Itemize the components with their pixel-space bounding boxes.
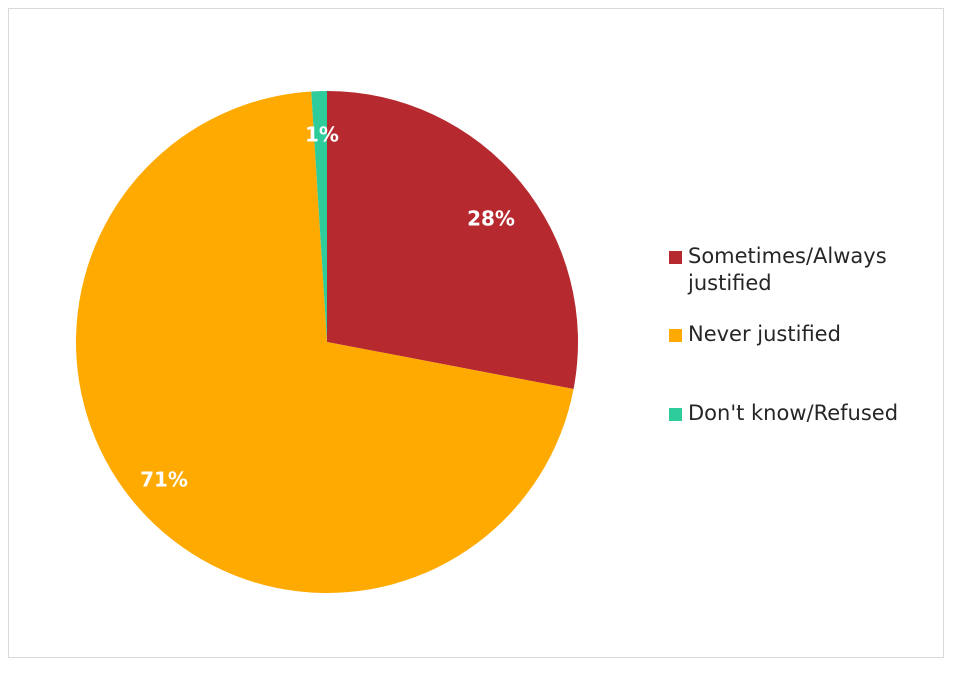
legend-item-dont-know: Don't know/Refused [669, 400, 948, 427]
slice-sometimes-always [327, 91, 578, 390]
chart-frame: 28% 71% 1% Sometimes/Always justified Neve… [8, 8, 944, 658]
slice-dont-know [311, 91, 327, 342]
slice-never-label: 71% [140, 468, 188, 492]
pie-chart: 28% 71% 1% [76, 91, 578, 593]
legend-label: Never justified [688, 322, 841, 346]
legend-item-sometimes-always: Sometimes/Always justified [669, 243, 948, 298]
legend-swatch [669, 329, 682, 342]
legend-label: Sometimes/Always justified [688, 244, 887, 296]
legend-label: Don't know/Refused [688, 401, 899, 425]
slice-sometimes-always-label: 28% [467, 207, 515, 231]
legend-swatch [669, 251, 682, 264]
legend-item-never: Never justified [669, 321, 948, 348]
slice-dont-know-label: 1% [305, 123, 339, 147]
slice-never [76, 91, 574, 593]
legend-swatch [669, 408, 682, 421]
